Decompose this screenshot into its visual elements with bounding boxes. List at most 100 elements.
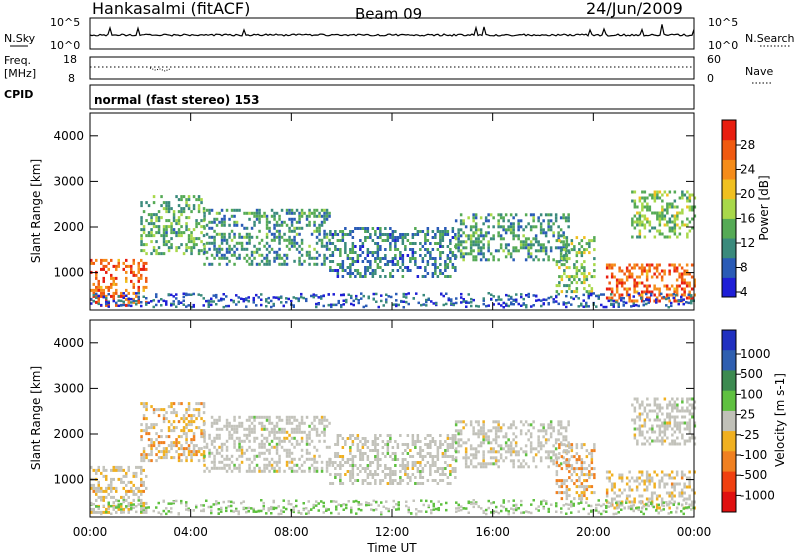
power-cell [376, 236, 380, 239]
vel-cell [479, 426, 483, 430]
power-cell [192, 204, 196, 208]
vel-cell [335, 505, 338, 508]
power-cell [555, 300, 558, 303]
power-cell [366, 251, 370, 254]
power-cell [680, 298, 683, 301]
vel-cell [562, 426, 565, 430]
vel-cell [313, 460, 316, 464]
vel-cell [404, 470, 407, 473]
power-cell [152, 195, 156, 199]
power-cell [327, 303, 330, 307]
vel-cell [170, 444, 173, 448]
power-cell [532, 213, 535, 217]
vel-cell [492, 447, 495, 451]
vel-cell [549, 426, 553, 430]
power-ylabel: Slant Range [km] [29, 159, 43, 263]
vel-cell [678, 424, 682, 428]
vel-cell [132, 483, 135, 487]
vel-cell [455, 507, 458, 510]
power-cell [315, 305, 318, 309]
vel-cell [225, 506, 228, 510]
vel-cell [142, 417, 146, 421]
power-cell [381, 233, 385, 236]
power-cell [671, 229, 674, 233]
power-cell [344, 242, 347, 245]
vel-cell [180, 499, 183, 503]
vel-cell [489, 450, 493, 454]
vel-cell [150, 426, 153, 430]
power-cell [308, 253, 311, 257]
power-cell [451, 254, 455, 257]
vel-cell [192, 509, 195, 512]
power-cell [268, 259, 271, 263]
power-cell [446, 263, 450, 266]
power-cell [265, 298, 268, 301]
power-cell [472, 225, 475, 229]
vel-cell [369, 449, 372, 452]
vel-cell [446, 476, 450, 479]
power-cell [668, 205, 672, 209]
power-cell [680, 295, 683, 299]
vel-cell [107, 503, 110, 506]
power-cell [245, 298, 248, 302]
vel-cell [288, 415, 291, 419]
vel-cell [419, 470, 422, 473]
power-cell [177, 300, 180, 303]
vel-cell [668, 500, 671, 504]
power-cell [510, 295, 513, 299]
vel-cell [396, 446, 400, 449]
vel-cell [462, 507, 465, 510]
power-cell [504, 243, 508, 247]
power-cell [542, 302, 545, 305]
vel-cell [242, 500, 245, 503]
power-cell [641, 223, 644, 227]
vel-cell [157, 414, 161, 418]
power-cell [505, 304, 508, 307]
power-cell [245, 241, 249, 245]
power-cell [140, 237, 143, 241]
vel-cell [678, 494, 681, 498]
vel-cell [560, 443, 564, 447]
nsky-tick-top: 10^5 [50, 16, 80, 29]
vel-cell [477, 423, 480, 427]
vel-cell [467, 465, 470, 469]
vel-cell [351, 473, 355, 476]
power-cell [524, 258, 528, 262]
vel-cell [675, 470, 679, 474]
vel-cell [663, 430, 667, 434]
power-cell [462, 222, 465, 226]
vel-cell [668, 424, 672, 428]
vel-cell [559, 423, 563, 427]
vel-cell [480, 507, 483, 510]
power-cell [356, 227, 360, 230]
power-cell [647, 298, 650, 301]
power-cell [132, 299, 135, 303]
vel-cell [682, 507, 685, 510]
vel-cell [436, 452, 440, 455]
vel-cell [547, 456, 550, 460]
power-cell [666, 193, 669, 197]
power-cell [322, 294, 325, 297]
vel-cell [502, 505, 505, 509]
velocity-colorbar-cell [722, 410, 736, 432]
power-cell [499, 216, 503, 220]
power-cell [315, 226, 319, 230]
power-cell [617, 305, 620, 308]
vel-cell [504, 456, 508, 460]
power-cell [500, 304, 503, 307]
power-cell [628, 272, 631, 276]
power-cell [142, 249, 146, 253]
power-cell [253, 223, 256, 227]
vel-cell [273, 424, 276, 428]
power-cell [487, 249, 490, 253]
power-cell [379, 275, 382, 278]
power-cell [315, 214, 319, 218]
vel-cell [464, 423, 468, 427]
power-cell [655, 287, 659, 291]
power-cell [295, 226, 299, 230]
power-cell [640, 272, 644, 276]
power-cell [391, 239, 395, 242]
power-cell [678, 272, 681, 276]
vel-cell [482, 441, 485, 445]
vel-cell [297, 509, 300, 513]
